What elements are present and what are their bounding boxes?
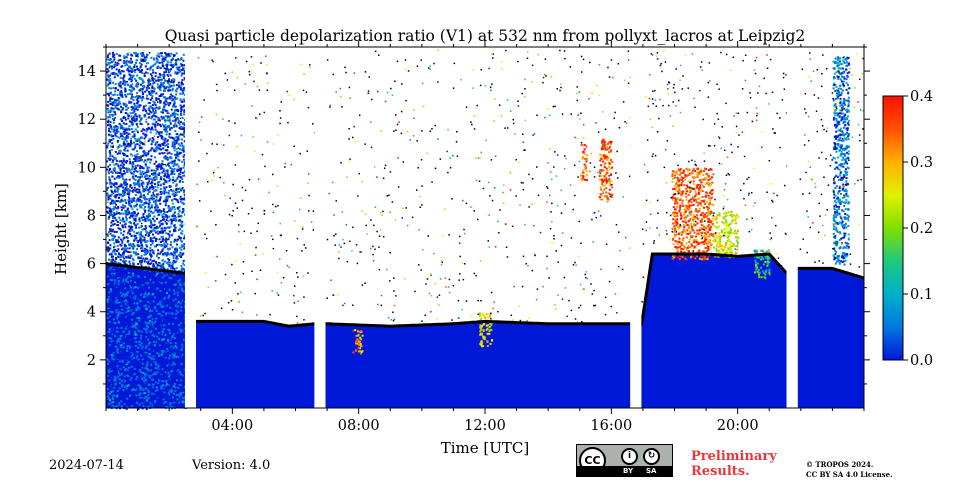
y-tick-label: 12 xyxy=(78,112,96,128)
x-tick-label: 12:00 xyxy=(464,418,506,434)
data-gap-0 xyxy=(184,47,197,408)
preliminary-line-2: Results. xyxy=(691,464,750,479)
x-tick-label: 04:00 xyxy=(211,418,253,434)
y-tick-label: 8 xyxy=(87,208,96,224)
data-gap-2 xyxy=(630,47,642,408)
feature-8 xyxy=(832,55,851,266)
y-tick-label: 4 xyxy=(87,305,96,321)
noise-speckle xyxy=(107,49,864,328)
footer-version: Version: 4.0 xyxy=(192,458,271,473)
colorbar-tick-label: 0.4 xyxy=(910,89,933,105)
y-tick-label: 6 xyxy=(87,257,96,273)
boundary-layer-segment-4 xyxy=(797,268,864,408)
feature-4 xyxy=(598,138,614,203)
footer-date: 2024-07-14 xyxy=(49,458,124,473)
copyright-line-1: © TROPOS 2024. xyxy=(806,460,874,469)
data-gap-1 xyxy=(314,47,326,408)
chart-title: Quasi particle depolarization ratio (V1)… xyxy=(165,27,806,45)
x-tick-label: 20:00 xyxy=(717,418,759,434)
share-alike-icon: ↻ xyxy=(643,448,660,465)
y-tick-label: 2 xyxy=(87,353,96,369)
copyright-line-2: CC BY SA 4.0 License. xyxy=(806,470,893,479)
heatmap-layer xyxy=(105,47,865,410)
x-axis: 04:00 08:00 12:00 16:00 20:00 xyxy=(105,41,865,434)
colorbar: 0.0 0.1 0.2 0.3 0.4 xyxy=(882,89,933,369)
boundary-layer-top-line xyxy=(105,252,865,328)
colorbar-tick-label: 0.2 xyxy=(910,221,933,237)
y-axis-label: Height [km] xyxy=(52,183,70,275)
colorbar-tick-label: 0.0 xyxy=(910,353,933,369)
cc-license-badge: CC i ↻ BY SA xyxy=(576,444,673,477)
attribution-icon: i xyxy=(621,448,638,465)
boundary-layer-segment-2 xyxy=(325,321,631,408)
feature-6 xyxy=(712,210,740,259)
colorbar-gradient xyxy=(882,95,904,361)
data-gap-3 xyxy=(786,47,798,408)
feature-5 xyxy=(671,167,715,261)
boundary-layer-segment-3 xyxy=(641,254,787,408)
x-tick-label: 16:00 xyxy=(590,418,632,434)
feature-1 xyxy=(352,329,364,355)
badge-band xyxy=(577,466,672,476)
preliminary-line-1: Preliminary xyxy=(691,449,777,464)
y-tick-label: 14 xyxy=(78,64,96,80)
copyright-note: © TROPOS 2024. CC BY SA 4.0 License. xyxy=(806,460,893,480)
y-axis: 2 4 6 8 10 12 14 xyxy=(78,46,870,385)
x-tick-label: 08:00 xyxy=(338,418,380,434)
feature-3 xyxy=(580,144,588,182)
boundary-layer-segment-1 xyxy=(196,321,315,408)
y-tick-label: 10 xyxy=(78,160,96,176)
badge-by-label: BY xyxy=(623,467,634,475)
badge-sa-label: SA xyxy=(646,467,657,475)
x-axis-label: Time [UTC] xyxy=(441,439,530,457)
colorbar-tick-label: 0.1 xyxy=(910,287,933,303)
colorbar-tick-label: 0.3 xyxy=(910,155,933,171)
preliminary-results-note: Preliminary Results. xyxy=(691,449,777,479)
